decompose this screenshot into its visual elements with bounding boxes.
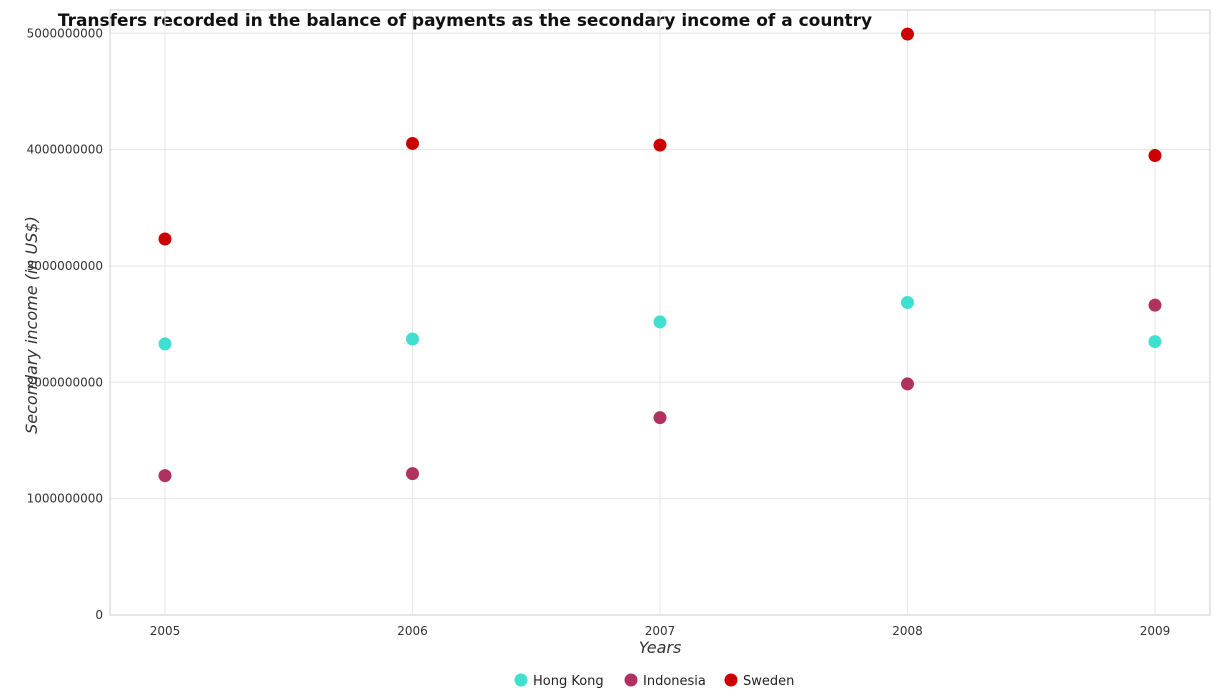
data-point: [1148, 335, 1162, 349]
series-indonesia: [158, 298, 1162, 483]
data-point: [1148, 298, 1162, 312]
data-point: [158, 337, 172, 351]
data-point: [406, 332, 419, 346]
data-point: [901, 27, 914, 41]
y-tick-label: 2000000000: [27, 375, 103, 389]
y-tick-label: 4000000000: [27, 143, 103, 157]
data-points: [158, 27, 1162, 483]
data-point: [158, 232, 172, 246]
y-tick-label: 0: [95, 608, 103, 622]
legend: Hong Kong Indonesia Sweden: [514, 673, 794, 689]
legend-marker: [514, 673, 528, 687]
data-point: [653, 411, 667, 425]
y-axis-label: Secondary income (in US$): [22, 216, 41, 434]
data-point: [406, 467, 419, 481]
y-tick-label: 3000000000: [27, 259, 103, 273]
series-hong-kong: [158, 295, 1162, 351]
data-point: [901, 295, 914, 309]
series-sweden: [158, 27, 1162, 246]
x-tick-label: 2009: [1140, 624, 1171, 638]
tick-labels: 0 1000000000 2000000000 3000000000 400000000…: [27, 26, 1171, 638]
legend-item: Hong Kong: [514, 673, 604, 689]
legend-item: Indonesia: [624, 673, 706, 689]
legend-marker: [724, 673, 738, 687]
legend-label: Hong Kong: [533, 674, 604, 689]
legend-label: Sweden: [743, 674, 794, 689]
data-point: [901, 377, 914, 391]
y-tick-label: 5000000000: [27, 26, 103, 40]
chart-title: Transfers recorded in the balance of pay…: [58, 11, 872, 31]
x-axis-label: Years: [639, 638, 682, 657]
plot-frame: [109, 9, 1211, 616]
y-tick-label: 1000000000: [27, 492, 103, 506]
legend-marker: [624, 673, 638, 687]
legend-label: Indonesia: [643, 674, 706, 689]
data-point: [653, 138, 667, 152]
x-tick-label: 2008: [892, 624, 923, 638]
x-tick-label: 2006: [397, 624, 428, 638]
legend-item: Sweden: [724, 673, 794, 689]
grid: [110, 10, 1210, 616]
x-tick-label: 2005: [150, 624, 181, 638]
x-tick-label: 2007: [645, 624, 676, 638]
data-point: [158, 469, 172, 483]
data-point: [1148, 149, 1162, 163]
data-point: [406, 136, 419, 150]
data-point: [653, 315, 667, 329]
